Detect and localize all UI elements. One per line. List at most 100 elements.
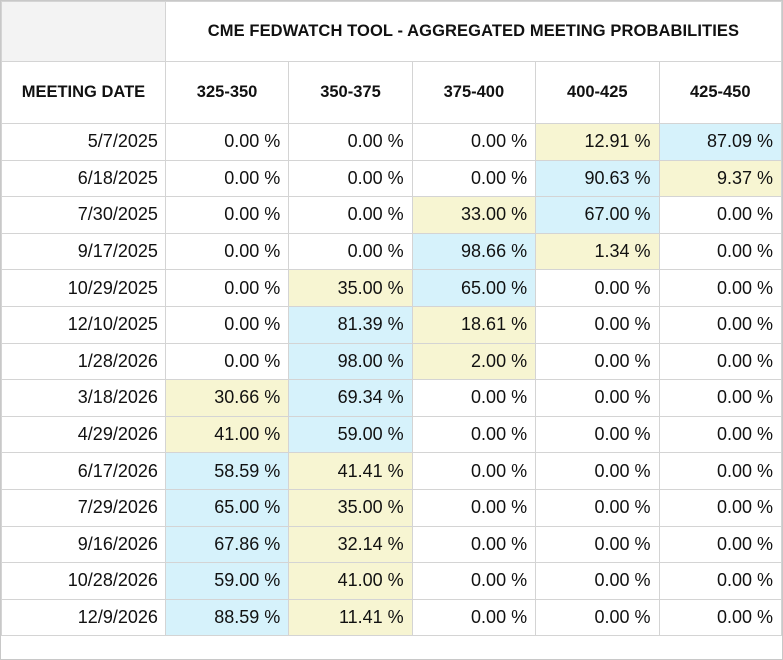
probability-cell: 0.00 %: [658, 415, 782, 454]
probability-cell: 0.00 %: [658, 305, 782, 344]
probability-cell: 0.00 %: [658, 452, 782, 490]
probability-cell: 0.00 %: [164, 159, 290, 198]
probability-cell: 0.00 %: [411, 562, 537, 600]
probability-cell: 0.00 %: [658, 196, 782, 234]
probability-cell: 0.00 %: [658, 232, 782, 271]
table-row: 7/30/2025 0.00 % 0.00 % 33.00 % 67.00 % 0.00 …: [1, 196, 782, 234]
range-header-400-425: 400-425: [535, 61, 660, 124]
probability-cell: 30.66 %: [164, 379, 290, 417]
probability-cell: 0.00 %: [535, 488, 660, 527]
table-row: 4/29/2026 41.00 % 59.00 % 0.00 % 0.00 % 0.00 …: [1, 415, 782, 454]
table-row: 12/10/2025 0.00 % 81.39 % 18.61 % 0.00 % 0.00…: [1, 305, 782, 344]
probability-cell: 0.00 %: [535, 342, 660, 381]
probability-cell: 0.00 %: [164, 305, 290, 344]
meeting-date-cell: 6/17/2026: [1, 452, 166, 490]
probability-cell: 0.00 %: [288, 159, 413, 198]
probability-cell: 33.00 %: [411, 196, 537, 234]
probability-cell: 0.00 %: [164, 196, 290, 234]
probability-cell: 11.41 %: [288, 598, 413, 637]
probability-cell: 98.66 %: [411, 232, 537, 271]
corner-cell: [1, 1, 166, 62]
probability-cell: 0.00 %: [658, 598, 782, 637]
meeting-date-cell: 9/16/2026: [1, 525, 166, 564]
probability-cell: 0.00 %: [288, 232, 413, 271]
meeting-date-cell: 12/10/2025: [1, 305, 166, 344]
probability-cell: 0.00 %: [658, 488, 782, 527]
probability-cell: 0.00 %: [411, 598, 537, 637]
table-row: 5/7/2025 0.00 % 0.00 % 0.00 % 12.91 % 87.09 %: [1, 123, 782, 161]
table-row: 3/18/2026 30.66 % 69.34 % 0.00 % 0.00 % 0.00 …: [1, 379, 782, 417]
probability-cell: 41.41 %: [288, 452, 413, 490]
probability-cell: 0.00 %: [535, 525, 660, 564]
probability-cell: 98.00 %: [288, 342, 413, 381]
probability-cell: 59.00 %: [164, 562, 290, 600]
meeting-date-cell: 4/29/2026: [1, 415, 166, 454]
table-row: 1/28/2026 0.00 % 98.00 % 2.00 % 0.00 % 0.00 %: [1, 342, 782, 381]
range-header-375-400: 375-400: [411, 61, 537, 124]
probability-cell: 1.34 %: [535, 232, 660, 271]
table-row: 9/16/2026 67.86 % 32.14 % 0.00 % 0.00 % 0.00 …: [1, 525, 782, 564]
range-header-325-350: 325-350: [164, 61, 290, 124]
probability-cell: 59.00 %: [288, 415, 413, 454]
probability-cell: 0.00 %: [288, 196, 413, 234]
meeting-date-cell: 1/28/2026: [1, 342, 166, 381]
probability-cell: 41.00 %: [164, 415, 290, 454]
probability-cell: 2.00 %: [411, 342, 537, 381]
probability-cell: 67.00 %: [535, 196, 660, 234]
meeting-date-cell: 10/29/2025: [1, 269, 166, 307]
meeting-probabilities-table: CME FEDWATCH TOOL - AGGREGATED MEETING P…: [1, 1, 783, 637]
meeting-date-cell: 10/28/2026: [1, 562, 166, 600]
probability-cell: 58.59 %: [164, 452, 290, 490]
table-row: 9/17/2025 0.00 % 0.00 % 98.66 % 1.34 % 0.00 %: [1, 232, 782, 271]
meeting-date-cell: 9/17/2025: [1, 232, 166, 271]
meeting-date-cell: 12/9/2026: [1, 598, 166, 637]
probability-cell: 0.00 %: [288, 123, 413, 161]
probability-cell: 9.37 %: [658, 159, 782, 198]
meeting-date-cell: 5/7/2025: [1, 123, 166, 161]
probability-cell: 0.00 %: [164, 123, 290, 161]
meeting-date-cell: 6/18/2025: [1, 159, 166, 198]
probability-cell: 0.00 %: [411, 525, 537, 564]
meeting-date-cell: 7/29/2026: [1, 488, 166, 527]
probability-cell: 0.00 %: [411, 488, 537, 527]
table-row: 12/9/2026 88.59 % 11.41 % 0.00 % 0.00 % 0.00 …: [1, 598, 782, 637]
probability-cell: 0.00 %: [411, 452, 537, 490]
probability-cell: 12.91 %: [535, 123, 660, 161]
table-body: 5/7/2025 0.00 % 0.00 % 0.00 % 12.91 % 87.09 %…: [1, 123, 782, 637]
table-row: 6/18/2025 0.00 % 0.00 % 0.00 % 90.63 % 9.37 %: [1, 159, 782, 198]
probability-cell: 81.39 %: [288, 305, 413, 344]
table-row: 6/17/2026 58.59 % 41.41 % 0.00 % 0.00 % 0.00 …: [1, 452, 782, 490]
meeting-date-cell: 3/18/2026: [1, 379, 166, 417]
probability-cell: 65.00 %: [411, 269, 537, 307]
probability-cell: 0.00 %: [535, 379, 660, 417]
table-row: 7/29/2026 65.00 % 35.00 % 0.00 % 0.00 % 0.00 …: [1, 488, 782, 527]
probability-cell: 87.09 %: [658, 123, 782, 161]
probability-cell: 0.00 %: [164, 269, 290, 307]
probability-cell: 0.00 %: [535, 305, 660, 344]
probability-cell: 0.00 %: [411, 415, 537, 454]
probability-cell: 0.00 %: [535, 452, 660, 490]
probability-cell: 0.00 %: [658, 379, 782, 417]
probability-cell: 0.00 %: [411, 123, 537, 161]
probability-cell: 0.00 %: [658, 525, 782, 564]
probability-cell: 0.00 %: [658, 342, 782, 381]
probability-cell: 0.00 %: [164, 232, 290, 271]
probability-cell: 35.00 %: [288, 269, 413, 307]
range-header-425-450: 425-450: [658, 61, 782, 124]
probability-cell: 90.63 %: [535, 159, 660, 198]
probability-cell: 0.00 %: [658, 562, 782, 600]
probability-cell: 0.00 %: [411, 159, 537, 198]
probability-cell: 0.00 %: [535, 562, 660, 600]
probability-cell: 0.00 %: [411, 379, 537, 417]
table-row: 10/29/2025 0.00 % 35.00 % 65.00 % 0.00 % 0.00…: [1, 269, 782, 307]
title-row: CME FEDWATCH TOOL - AGGREGATED MEETING P…: [1, 1, 783, 62]
probability-cell: 18.61 %: [411, 305, 537, 344]
probability-cell: 67.86 %: [164, 525, 290, 564]
table-row: 10/28/2026 59.00 % 41.00 % 0.00 % 0.00 % 0.00…: [1, 562, 782, 600]
probability-cell: 32.14 %: [288, 525, 413, 564]
probability-cell: 0.00 %: [164, 342, 290, 381]
probability-cell: 88.59 %: [164, 598, 290, 637]
probability-cell: 65.00 %: [164, 488, 290, 527]
meeting-date-header: MEETING DATE: [1, 61, 166, 124]
